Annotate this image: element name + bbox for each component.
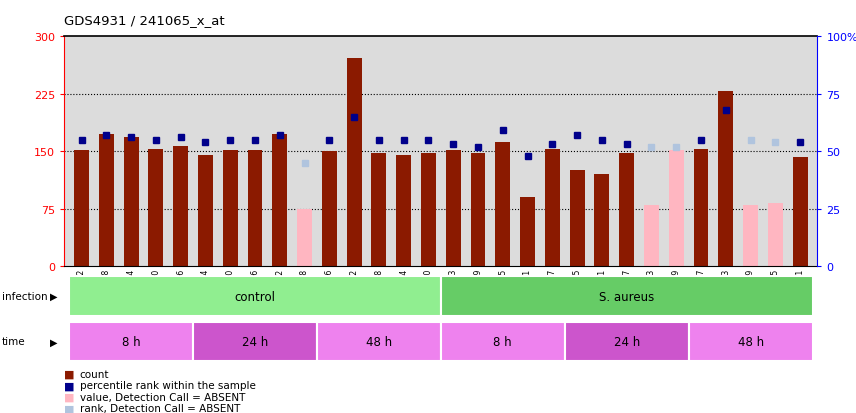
- Bar: [198, 156, 213, 266]
- Text: ■: ■: [64, 404, 74, 413]
- Text: control: control: [235, 290, 276, 303]
- Bar: [693, 150, 709, 266]
- Text: 8 h: 8 h: [122, 335, 140, 348]
- Text: 24 h: 24 h: [614, 335, 639, 348]
- Bar: [347, 59, 361, 266]
- Bar: [441, 322, 565, 361]
- Text: ■: ■: [64, 392, 74, 402]
- Bar: [69, 277, 441, 316]
- Bar: [99, 135, 114, 266]
- Text: S. aureus: S. aureus: [599, 290, 654, 303]
- Bar: [421, 154, 436, 266]
- Bar: [446, 150, 461, 266]
- Bar: [322, 152, 336, 266]
- Bar: [193, 322, 317, 361]
- Bar: [123, 138, 139, 266]
- Bar: [718, 92, 734, 266]
- Text: GDS4931 / 241065_x_at: GDS4931 / 241065_x_at: [64, 14, 225, 27]
- Text: 48 h: 48 h: [738, 335, 764, 348]
- Bar: [372, 153, 386, 266]
- Bar: [644, 205, 659, 266]
- Bar: [148, 150, 163, 266]
- Bar: [570, 171, 585, 266]
- Bar: [545, 150, 560, 266]
- Text: percentile rank within the sample: percentile rank within the sample: [80, 380, 255, 390]
- Text: 48 h: 48 h: [366, 335, 392, 348]
- Bar: [743, 205, 758, 266]
- Text: rank, Detection Call = ABSENT: rank, Detection Call = ABSENT: [80, 404, 240, 413]
- Bar: [247, 150, 263, 266]
- Bar: [173, 147, 188, 266]
- Text: count: count: [80, 369, 109, 379]
- Bar: [669, 150, 684, 266]
- Bar: [69, 322, 193, 361]
- Bar: [496, 142, 510, 266]
- Bar: [768, 204, 782, 266]
- Bar: [223, 150, 238, 266]
- Bar: [297, 209, 312, 266]
- Bar: [74, 150, 89, 266]
- Bar: [594, 175, 609, 266]
- Text: infection: infection: [2, 291, 47, 301]
- Bar: [619, 154, 634, 266]
- Text: time: time: [2, 337, 26, 347]
- Bar: [396, 156, 411, 266]
- Text: 24 h: 24 h: [242, 335, 268, 348]
- Text: 8 h: 8 h: [493, 335, 512, 348]
- Text: ▶: ▶: [50, 337, 57, 347]
- Bar: [793, 158, 807, 266]
- Text: ■: ■: [64, 380, 74, 390]
- Bar: [688, 322, 812, 361]
- Bar: [565, 322, 688, 361]
- Text: ■: ■: [64, 369, 74, 379]
- Bar: [272, 135, 288, 266]
- Bar: [317, 322, 441, 361]
- Bar: [441, 277, 812, 316]
- Text: value, Detection Call = ABSENT: value, Detection Call = ABSENT: [80, 392, 245, 402]
- Bar: [520, 198, 535, 266]
- Bar: [471, 153, 485, 266]
- Text: ▶: ▶: [50, 291, 57, 301]
